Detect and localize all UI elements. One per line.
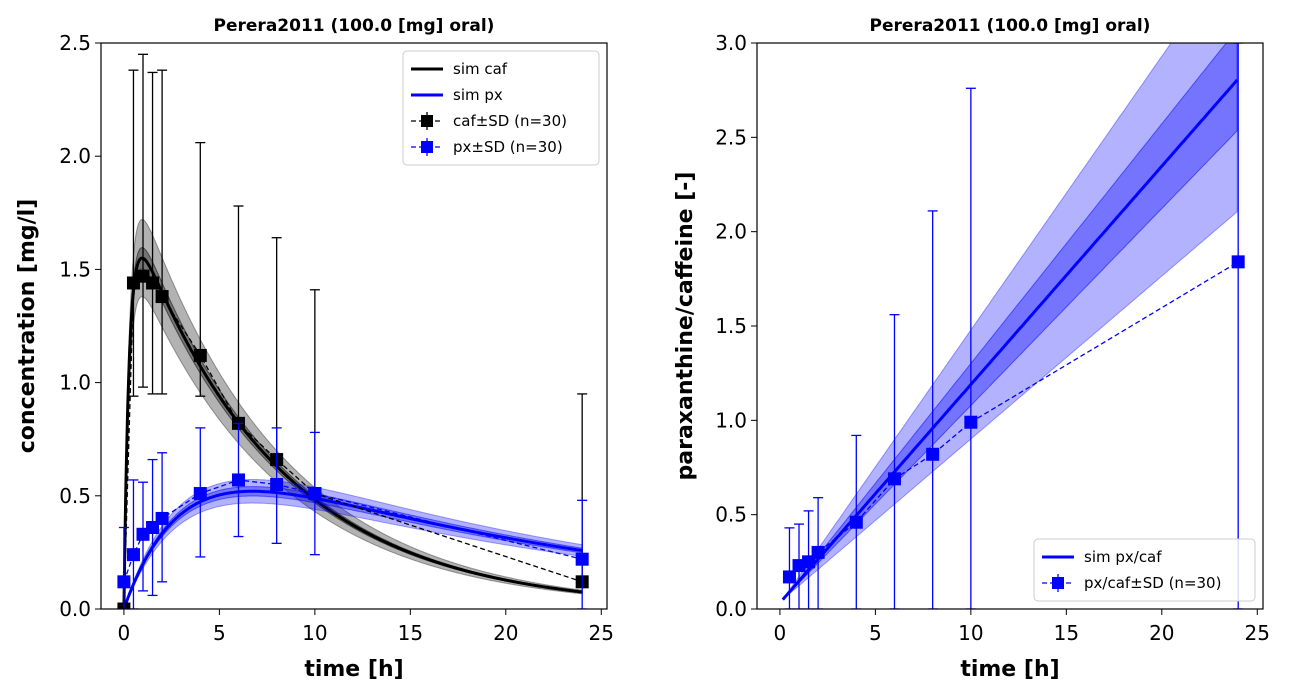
- legend-label: px±SD (n=30): [453, 138, 563, 156]
- plot-area: [781, 43, 1245, 609]
- y-tick-label: 2.5: [715, 125, 747, 149]
- x-tick-label: 0: [118, 621, 131, 645]
- concentration-chart: Perera2011 (100.0 [mg] oral) 0 5 10 15 20 25 0.…: [15, 16, 614, 682]
- data-point: [849, 515, 863, 529]
- legend-frame: [1033, 538, 1256, 602]
- data-point: [1231, 255, 1245, 269]
- legend-marker-sample: [421, 115, 433, 127]
- x-tick-label: 15: [398, 621, 423, 645]
- y-tick-label: 2.0: [59, 144, 91, 168]
- x-tick-label: 25: [1245, 621, 1270, 645]
- data-point: [964, 415, 978, 429]
- legend-label: px/caf±SD (n=30): [1084, 574, 1221, 592]
- sim-band-outer: [782, 43, 1238, 600]
- x-axis-label: time [h]: [960, 657, 1059, 682]
- data-point: [575, 552, 589, 566]
- y-tick-label: 1.5: [715, 314, 747, 338]
- y-tick-label: 2.0: [715, 220, 747, 244]
- y-tick-label: 1.0: [715, 408, 747, 432]
- data-point: [155, 290, 169, 304]
- legend-label: sim px/caf: [1084, 548, 1162, 566]
- data-point: [782, 570, 796, 584]
- y-tick-label: 3.0: [715, 31, 747, 55]
- legend: sim caf sim px caf±SD (n=30) px±SD (n=30): [402, 50, 600, 166]
- chart-title: Perera2011 (100.0 [mg] oral): [870, 16, 1151, 36]
- legend-label: sim px: [453, 86, 503, 104]
- x-tick-label: 0: [774, 621, 787, 645]
- y-tick-label: 2.5: [59, 31, 91, 55]
- y-tick-label: 0.0: [715, 597, 747, 621]
- x-tick-label: 20: [493, 621, 518, 645]
- data-point: [117, 575, 131, 589]
- x-tick-label: 5: [869, 621, 882, 645]
- y-tick-label: 1.0: [59, 371, 91, 395]
- data-point: [193, 487, 207, 501]
- data-point: [926, 447, 940, 461]
- legend-marker-sample: [421, 141, 433, 153]
- x-axis-label: time [h]: [304, 657, 403, 682]
- data-line: [123, 479, 583, 583]
- sim-line: [781, 78, 1239, 601]
- x-tick-label: 10: [302, 621, 327, 645]
- legend-label: sim caf: [453, 60, 508, 78]
- sim-band-outer: [123, 218, 583, 609]
- x-tick-label: 20: [1149, 621, 1174, 645]
- data-point: [155, 511, 169, 525]
- data-point: [811, 545, 825, 559]
- x-tick-label: 5: [213, 621, 226, 645]
- data-point: [270, 477, 284, 491]
- data-point: [308, 487, 322, 501]
- plot-area: [117, 53, 589, 609]
- sim-band-inner: [123, 247, 583, 609]
- x-tick-label: 10: [958, 621, 983, 645]
- y-tick-label: 0.5: [715, 503, 747, 527]
- legend: sim px/caf px/caf±SD (n=30): [1033, 538, 1256, 602]
- axes-frame: [100, 42, 608, 610]
- data-point: [193, 348, 207, 362]
- ratio-chart: Perera2011 (100.0 [mg] oral) 0 5 10 15 20 25 0.…: [673, 16, 1270, 682]
- data-point: [146, 276, 160, 290]
- sim-band-inner: [782, 43, 1238, 600]
- data-point: [887, 472, 901, 486]
- legend-label: caf±SD (n=30): [453, 112, 567, 130]
- x-tick-label: 25: [589, 621, 614, 645]
- legend-frame: [402, 50, 600, 166]
- legend-marker-sample: [1052, 577, 1064, 589]
- y-tick-label: 0.0: [59, 597, 91, 621]
- data-point: [126, 548, 140, 562]
- axes-frame: [756, 42, 1264, 610]
- sim-line: [122, 256, 583, 609]
- y-tick-label: 0.5: [59, 484, 91, 508]
- y-tick-label: 1.5: [59, 257, 91, 281]
- y-axis-label: concentration [mg/l]: [15, 199, 40, 454]
- y-axis-label: paraxanthine/caffeine [-]: [673, 172, 698, 481]
- chart-title: Perera2011 (100.0 [mg] oral): [214, 16, 495, 36]
- data-point: [231, 473, 245, 487]
- x-tick-label: 15: [1054, 621, 1079, 645]
